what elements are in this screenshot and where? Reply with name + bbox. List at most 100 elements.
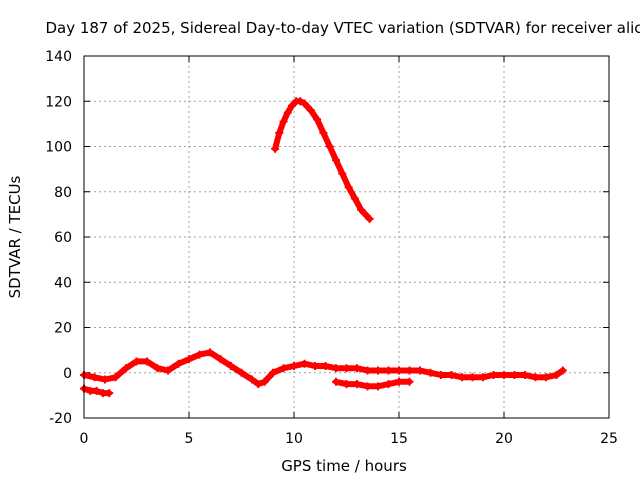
data-point bbox=[174, 359, 183, 368]
data-point bbox=[365, 214, 374, 223]
data-point bbox=[384, 380, 393, 389]
data-point bbox=[254, 380, 263, 389]
data-point bbox=[101, 375, 109, 384]
data-point bbox=[185, 355, 193, 364]
data-point bbox=[260, 377, 269, 386]
data-point bbox=[510, 371, 519, 380]
data-point bbox=[558, 366, 567, 375]
data-point bbox=[374, 366, 382, 375]
data-point bbox=[395, 377, 403, 386]
data-point bbox=[344, 183, 353, 192]
y-tick-label: 120 bbox=[45, 94, 72, 110]
x-tick-label: 15 bbox=[390, 431, 408, 447]
y-tick-label: 100 bbox=[45, 140, 72, 156]
data-point bbox=[374, 382, 382, 391]
data-point bbox=[521, 371, 529, 380]
data-point bbox=[384, 366, 393, 375]
data-point bbox=[458, 373, 466, 382]
series-group bbox=[80, 97, 567, 398]
y-tick-label: 20 bbox=[54, 321, 72, 337]
data-point bbox=[237, 368, 246, 377]
data-point bbox=[216, 355, 225, 364]
data-point bbox=[90, 373, 99, 382]
data-point bbox=[332, 156, 340, 165]
chart-title: Day 187 of 2025, Sidereal Day-to-day VTE… bbox=[45, 19, 640, 37]
data-point bbox=[275, 128, 284, 137]
x-tick-label: 25 bbox=[600, 431, 618, 447]
data-point bbox=[426, 368, 435, 377]
series-upper-arc bbox=[271, 97, 374, 223]
data-point bbox=[195, 350, 204, 359]
y-tick-label: 0 bbox=[63, 366, 72, 382]
data-point bbox=[479, 373, 487, 382]
data-point bbox=[269, 368, 277, 377]
series-low-band-start bbox=[80, 384, 114, 398]
data-point bbox=[357, 205, 366, 214]
data-point bbox=[353, 380, 361, 389]
x-axis-label: GPS time / hours bbox=[281, 457, 407, 475]
data-point bbox=[332, 377, 340, 386]
data-point bbox=[500, 371, 508, 380]
data-point bbox=[111, 373, 120, 382]
data-point bbox=[468, 373, 477, 382]
data-point bbox=[313, 115, 322, 124]
data-point bbox=[143, 357, 151, 366]
data-point bbox=[342, 380, 351, 389]
y-tick-label: 140 bbox=[45, 49, 72, 65]
data-point bbox=[353, 364, 361, 373]
data-point bbox=[350, 194, 359, 203]
x-tick-label: 20 bbox=[495, 431, 513, 447]
data-point bbox=[279, 117, 288, 126]
data-point bbox=[296, 97, 305, 106]
y-tick-label: 40 bbox=[54, 275, 72, 291]
data-point bbox=[132, 357, 141, 366]
data-point bbox=[395, 366, 403, 375]
data-point bbox=[338, 169, 347, 178]
data-point bbox=[325, 142, 334, 151]
data-point bbox=[489, 371, 498, 380]
axis-ticks: 0 5 10 15 20 25 -20 0 20 40 60 80 100 120 140 bbox=[45, 49, 618, 447]
data-point bbox=[437, 371, 445, 380]
data-point bbox=[306, 106, 315, 115]
x-tick-label: 5 bbox=[185, 431, 194, 447]
data-point bbox=[164, 366, 172, 375]
data-point bbox=[321, 361, 330, 370]
data-point bbox=[363, 366, 372, 375]
data-point bbox=[279, 364, 288, 373]
data-point bbox=[105, 389, 114, 398]
data-point bbox=[92, 386, 101, 395]
y-tick-label: -20 bbox=[49, 411, 72, 427]
y-axis-label: SDTVAR / TECUs bbox=[6, 175, 24, 298]
data-point bbox=[206, 348, 214, 357]
data-point bbox=[342, 364, 351, 373]
data-point bbox=[290, 361, 298, 370]
data-point bbox=[227, 361, 235, 370]
data-point bbox=[531, 373, 540, 382]
data-point bbox=[283, 108, 292, 117]
data-point bbox=[287, 101, 296, 110]
grid bbox=[84, 56, 609, 418]
data-point bbox=[363, 382, 372, 391]
data-point bbox=[405, 366, 414, 375]
data-point bbox=[447, 371, 456, 380]
data-point bbox=[300, 99, 309, 108]
data-point bbox=[248, 375, 256, 384]
y-tick-label: 60 bbox=[54, 230, 72, 246]
data-point bbox=[405, 377, 414, 386]
data-point bbox=[122, 364, 130, 373]
data-point bbox=[271, 144, 280, 153]
data-point bbox=[319, 128, 328, 137]
data-point bbox=[552, 371, 561, 380]
x-tick-label: 0 bbox=[80, 431, 89, 447]
data-point bbox=[542, 373, 550, 382]
series-low-band-mid bbox=[332, 377, 414, 391]
data-point bbox=[300, 359, 309, 368]
data-point bbox=[153, 364, 162, 373]
y-tick-label: 80 bbox=[54, 185, 72, 201]
x-tick-label: 10 bbox=[285, 431, 303, 447]
series-main-band bbox=[80, 348, 567, 389]
data-point bbox=[311, 361, 319, 370]
plot-frame bbox=[83, 55, 610, 419]
data-point bbox=[416, 366, 424, 375]
